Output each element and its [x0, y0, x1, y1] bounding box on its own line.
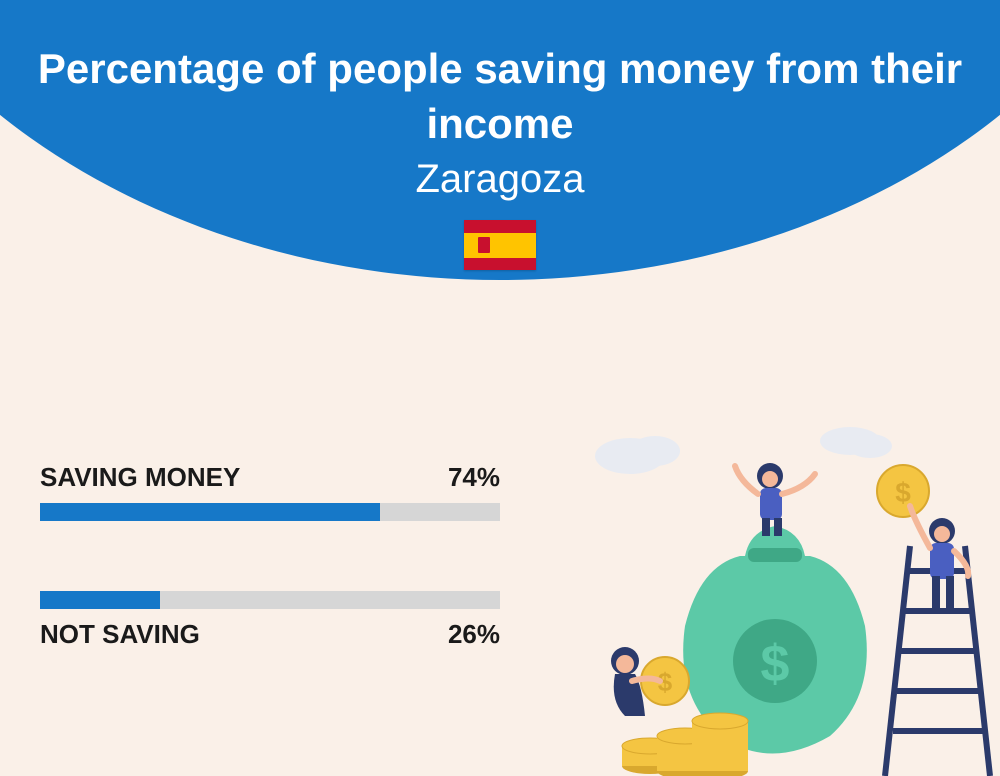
bar-label-row: NOT SAVING 26%: [40, 619, 500, 650]
flag-stripe: [464, 220, 536, 233]
bars-chart: SAVING MONEY 74% NOT SAVING 26%: [40, 462, 500, 720]
bar-value: 74%: [448, 462, 500, 493]
svg-text:$: $: [761, 635, 790, 693]
page-title: Percentage of people saving money from t…: [0, 42, 1000, 151]
flag-spain-icon: [464, 220, 536, 270]
bar-fill: [40, 591, 160, 609]
flag-emblem-icon: [478, 237, 490, 253]
coin-stack-icon: [622, 713, 748, 776]
person-ladder-icon: [910, 506, 968, 614]
bar-label: NOT SAVING: [40, 619, 200, 650]
coin-icon: $: [877, 465, 929, 517]
savings-illustration: $ $: [570, 426, 1000, 776]
flag-stripe: [464, 258, 536, 271]
person-standing-icon: [735, 463, 815, 536]
bar-label: SAVING MONEY: [40, 462, 240, 493]
header: Percentage of people saving money from t…: [0, 0, 1000, 270]
cloud-icon: [595, 427, 892, 474]
bar-value: 26%: [448, 619, 500, 650]
bar-track: [40, 591, 500, 609]
bar-not-saving: NOT SAVING 26%: [40, 591, 500, 650]
bar-saving-money: SAVING MONEY 74%: [40, 462, 500, 521]
page-subtitle: Zaragoza: [0, 157, 1000, 202]
flag-stripe: [464, 233, 536, 258]
bar-track: [40, 503, 500, 521]
person-sitting-icon: [611, 647, 660, 716]
bar-label-row: SAVING MONEY 74%: [40, 462, 500, 493]
bar-fill: [40, 503, 380, 521]
